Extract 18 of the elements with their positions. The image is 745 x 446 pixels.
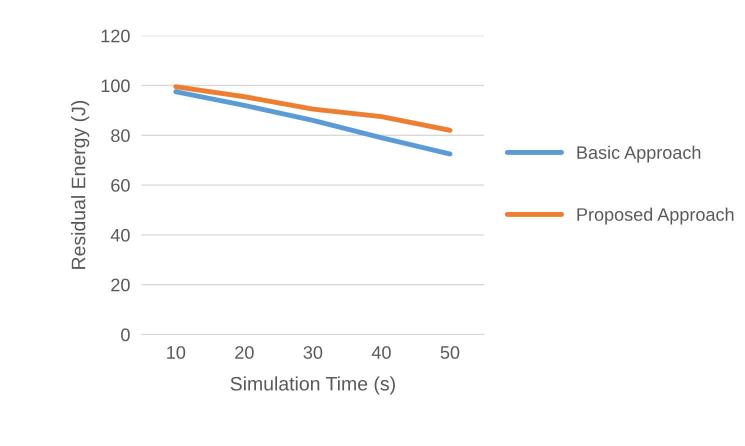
x-tick-label: 10: [167, 346, 186, 359]
legend-label: Proposed Approach: [577, 208, 734, 224]
line-series: [173, 84, 452, 133]
y-tick-label: 20: [111, 278, 130, 292]
line-series: [173, 89, 452, 156]
x-tick-label: 20: [235, 346, 254, 359]
y-tick-label: 0: [121, 328, 130, 342]
x-axis-title: Simulation Time (s): [230, 376, 395, 394]
x-tick-label: 30: [304, 346, 322, 359]
y-tick-label: 40: [110, 228, 130, 242]
y-tick-label: 80: [111, 129, 130, 142]
y-axis-title: Residual Energy (J): [71, 100, 90, 269]
x-tick-label: 50: [440, 346, 460, 359]
x-tick-label: 40: [372, 346, 391, 359]
y-tick-label: 60: [111, 179, 130, 192]
y-tick-label: 120: [102, 30, 130, 42]
y-tick-label: 100: [102, 79, 130, 92]
legend-label: Basic Approach: [577, 146, 700, 163]
